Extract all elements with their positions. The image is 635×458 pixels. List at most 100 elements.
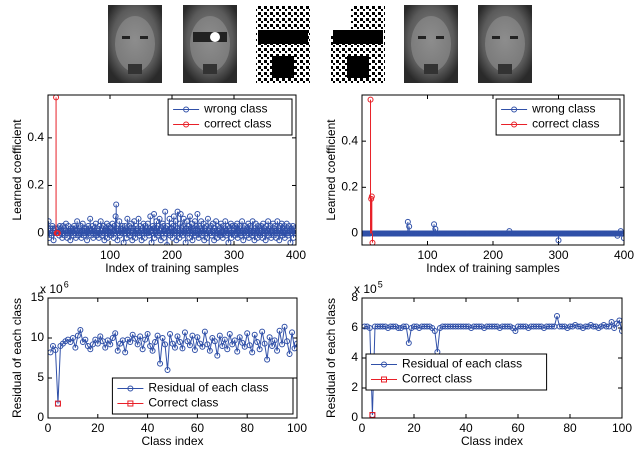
point-marker (366, 325, 373, 331)
point-marker (535, 323, 542, 330)
point-marker (400, 323, 407, 330)
point-marker (286, 351, 293, 357)
legend-marker (127, 400, 134, 407)
point-marker (405, 340, 412, 346)
x-axis-label: Index of training samples (105, 261, 238, 275)
x-axis-label: Class index (141, 434, 203, 448)
stem-marker (367, 96, 374, 103)
point-marker (149, 347, 156, 354)
stem-marker (114, 237, 121, 244)
point-marker (559, 323, 566, 330)
y-multiplier-exponent: 6 (64, 279, 69, 289)
point-marker (179, 345, 186, 352)
point-marker (520, 323, 527, 330)
stem-marker (189, 237, 196, 244)
face-image (256, 5, 310, 83)
point-marker (403, 323, 410, 330)
legend-label: Correct class (148, 396, 218, 410)
y-tick-label: 0.4 (341, 133, 358, 147)
point-marker (127, 339, 134, 345)
plot-frame (361, 94, 625, 246)
point-marker (201, 328, 208, 335)
x-tick-label: 300 (224, 248, 244, 262)
point-marker (152, 339, 159, 345)
stem-marker (555, 237, 562, 244)
point-marker (274, 347, 281, 354)
point-marker (214, 352, 221, 359)
y-tick-label: 0 (351, 410, 358, 424)
stem-marker (292, 227, 296, 234)
y-tick-label: 2 (351, 380, 358, 394)
x-tick-label: 60 (511, 421, 525, 435)
stem-marker (53, 95, 60, 101)
point-marker (281, 323, 288, 330)
point-marker (294, 340, 297, 347)
y-multiplier: x 10 (354, 282, 377, 296)
y-multiplier: x 10 (40, 282, 63, 296)
point-marker (132, 335, 139, 342)
point-marker (144, 331, 151, 337)
stem-marker (97, 218, 104, 225)
y-multiplier-exponent: 5 (378, 279, 383, 289)
stem-marker (406, 223, 413, 230)
stem-marker (225, 239, 232, 245)
x-tick-label: 40 (141, 421, 155, 435)
y-tick-label: 5 (37, 370, 44, 384)
point-marker (181, 329, 188, 336)
y-tick-label: 0.2 (341, 179, 358, 193)
legend-label: correct class (204, 117, 271, 131)
point-marker (590, 323, 597, 330)
point-marker (219, 343, 226, 349)
point-marker (259, 328, 266, 335)
stem-marker (239, 218, 246, 225)
stem-marker (222, 218, 229, 225)
point-marker (491, 323, 498, 330)
stem-marker (207, 244, 212, 245)
stem-marker (287, 239, 294, 245)
stem-marker (265, 218, 272, 225)
point-marker (504, 323, 511, 330)
legend-label: wrong class (531, 102, 595, 116)
point-marker (476, 323, 482, 330)
point-marker (48, 349, 54, 356)
point-marker (256, 346, 263, 353)
point-marker (554, 313, 560, 319)
plot-marks (48, 95, 296, 245)
stem-marker (172, 218, 179, 225)
point-marker (284, 338, 291, 345)
chart: 100 200 300 400 0 0.2 0.4 Index of training sam… (324, 94, 634, 275)
point-marker (279, 341, 286, 348)
x-tick-label: 80 (241, 421, 255, 435)
point-marker (548, 323, 555, 330)
stem-marker (368, 193, 375, 200)
point-marker (582, 323, 589, 330)
legend-marker (381, 376, 387, 383)
point-marker (276, 327, 283, 334)
legend-label: Correct class (402, 372, 472, 386)
y-tick-label: 0.4 (27, 130, 44, 144)
stem-marker (621, 235, 624, 242)
point-marker (221, 336, 228, 343)
y-axis-label: Learned coefficient (10, 119, 24, 221)
stem-marker (112, 213, 119, 220)
x-tick-label: 0 (359, 421, 366, 435)
legend-marker (511, 106, 518, 113)
y-tick-label: 8 (351, 290, 358, 304)
point-marker (97, 333, 104, 340)
x-tick-label: 100 (612, 421, 632, 435)
point-marker (231, 337, 238, 344)
plot-marks (362, 313, 622, 418)
y-axis-label: Residual of each class (10, 298, 24, 418)
point-marker (269, 343, 276, 349)
point-marker (234, 348, 241, 355)
point-marker (87, 346, 94, 353)
x-tick-label: 20 (407, 421, 421, 435)
x-axis-label: Index of training samples (426, 261, 559, 275)
x-tick-label: 20 (91, 421, 105, 435)
plot-frame (361, 297, 623, 419)
point-marker (52, 347, 59, 353)
plot-marks (48, 323, 297, 407)
point-marker (216, 332, 223, 339)
point-marker (567, 323, 573, 330)
point-marker (411, 323, 417, 330)
